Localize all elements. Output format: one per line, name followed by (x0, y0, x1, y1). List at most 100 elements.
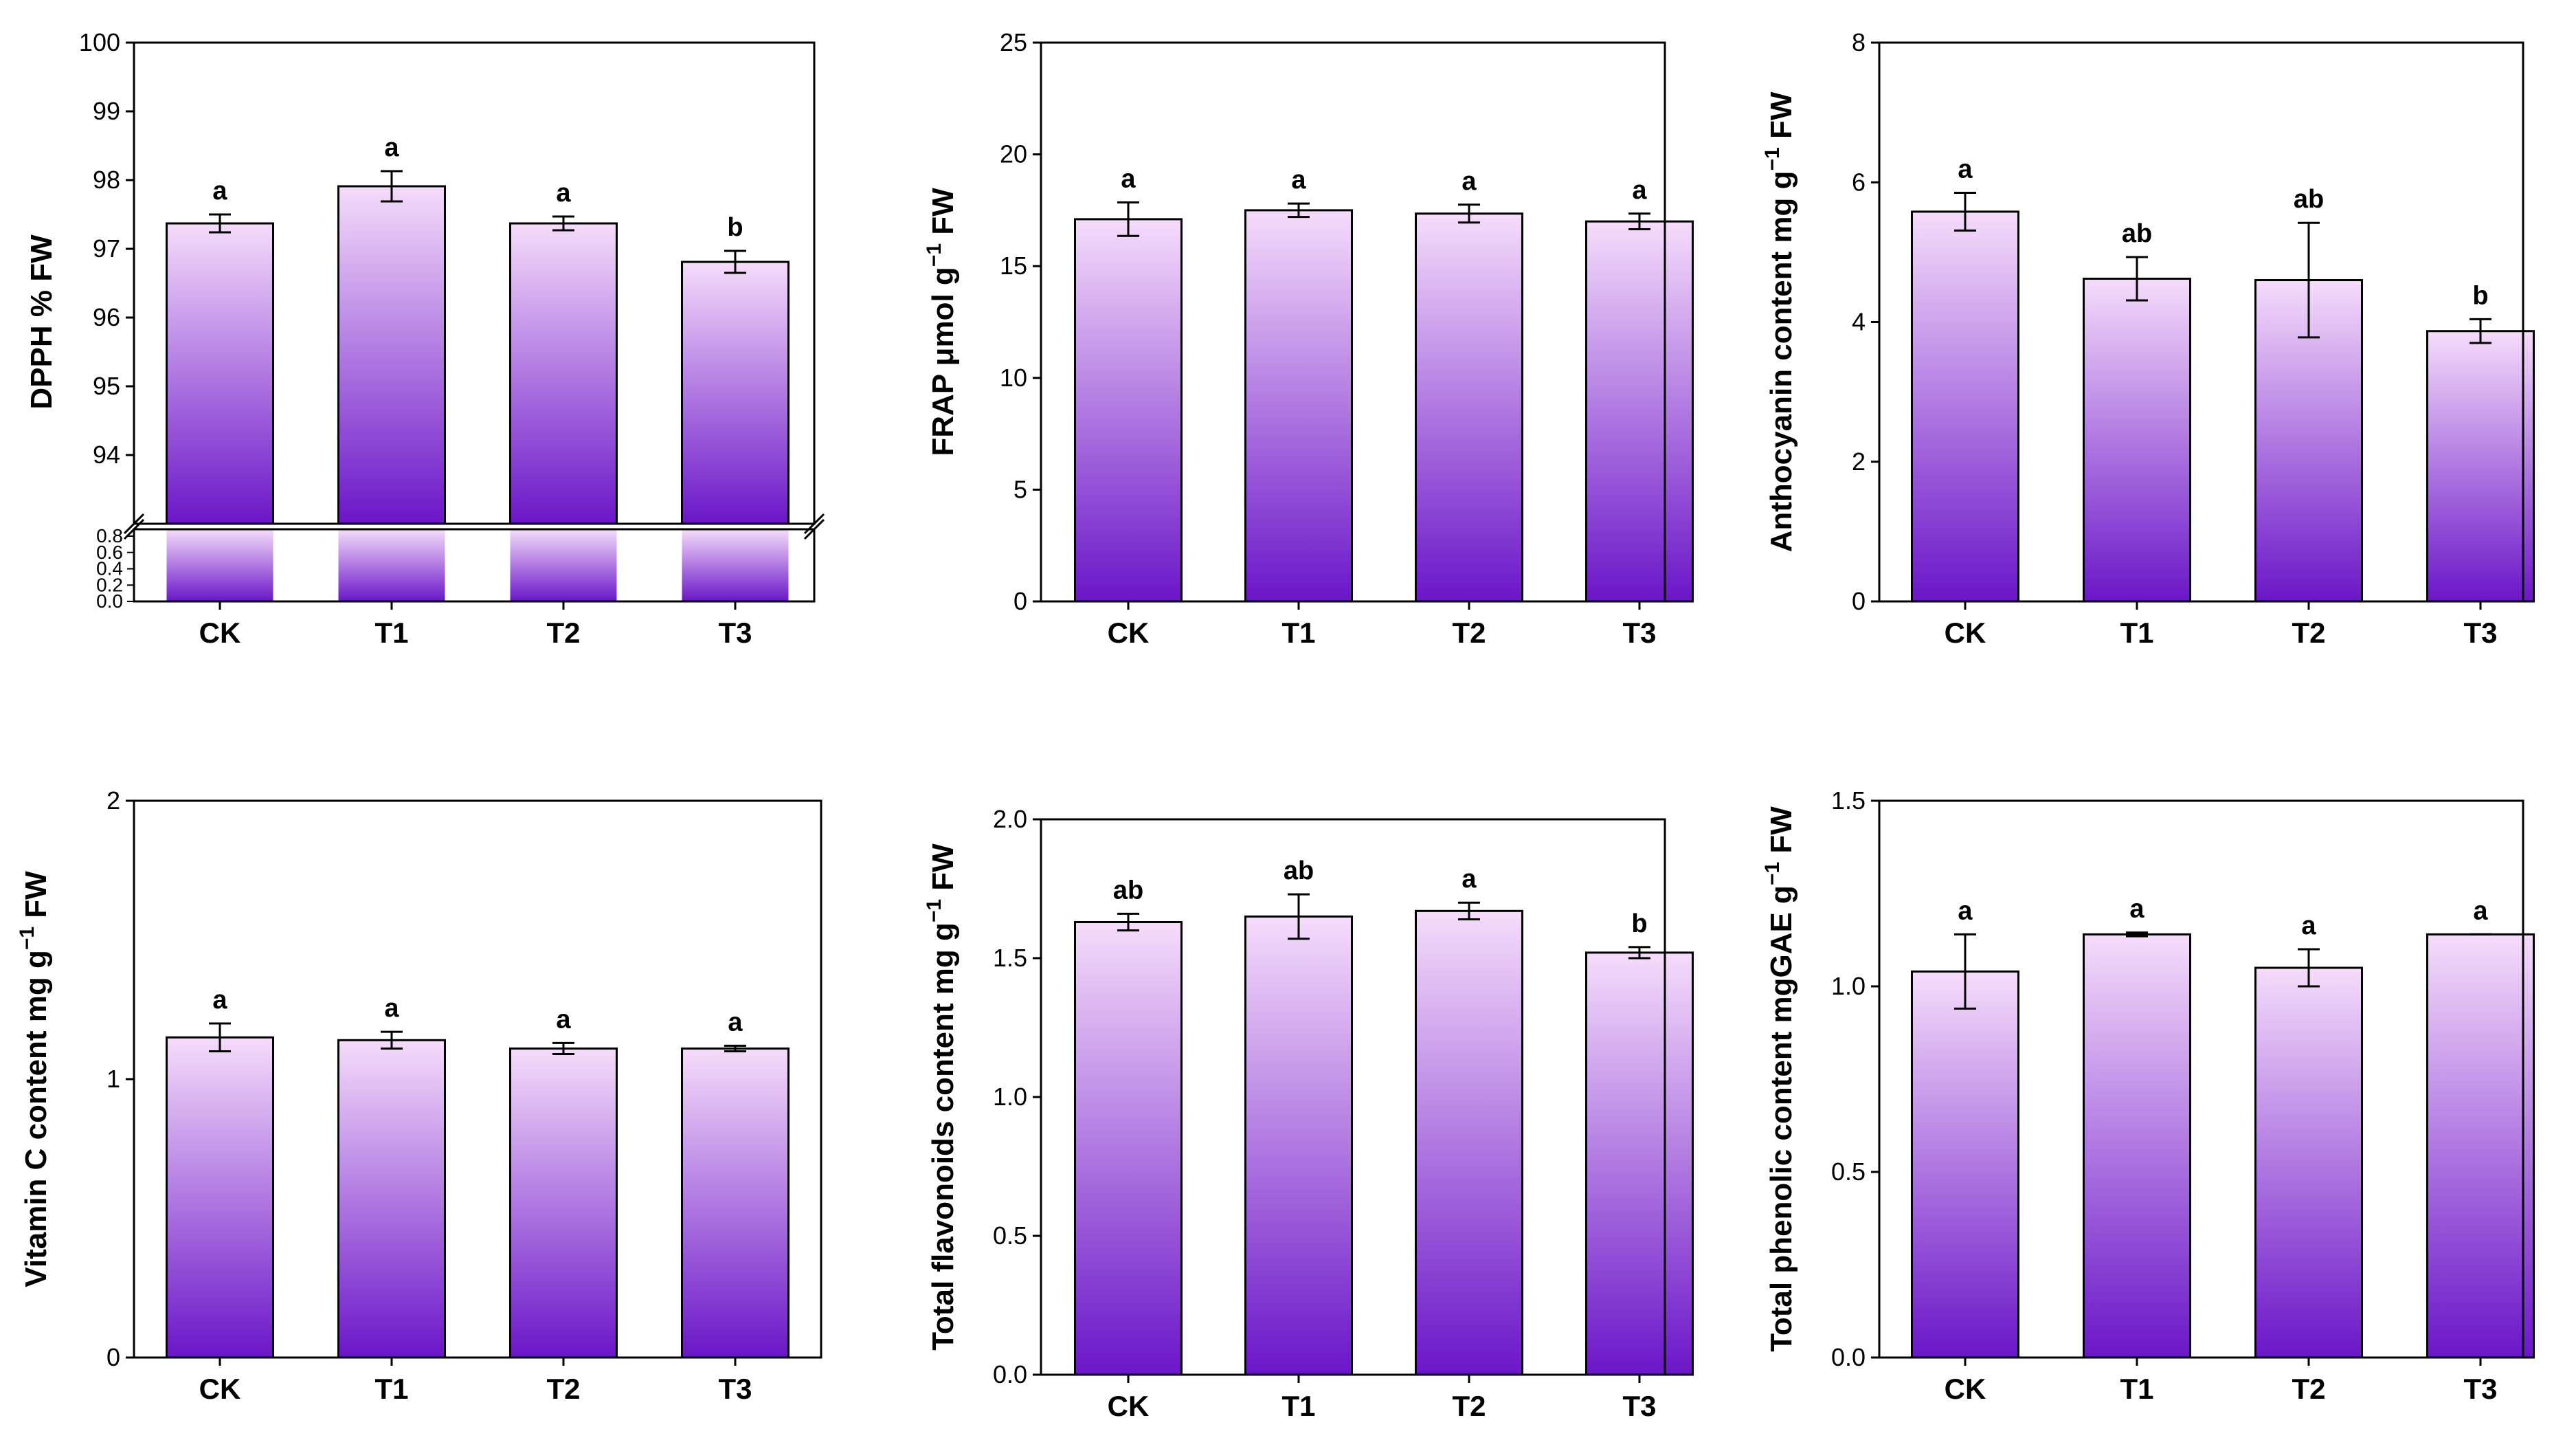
x-category-label: CK (1945, 1373, 1986, 1405)
bar-lower-segment (510, 529, 617, 601)
y-tick-label: 2 (1852, 447, 1866, 476)
y-axis-title-tail: FW (926, 843, 960, 899)
bar (2426, 933, 2535, 1359)
y-tick-label: 99 (93, 97, 120, 125)
significance-label: a (556, 179, 571, 208)
y-axis-title-superscript: −1 (1761, 862, 1784, 885)
bar (1074, 920, 1183, 1376)
axes-frame (1878, 41, 2524, 603)
x-category-label: T3 (718, 617, 752, 649)
significance-label: a (556, 1005, 571, 1034)
y-axis-title-tail: FW (1765, 806, 1798, 862)
axes-frame (1878, 799, 2524, 1359)
x-category-label: T2 (546, 617, 580, 649)
x-category-label: T2 (546, 1373, 580, 1405)
significance-label: a (384, 994, 399, 1023)
y-tick-label: 5 (1013, 475, 1027, 503)
bar (509, 222, 618, 525)
x-category-label: T1 (374, 617, 408, 649)
y-tick-label: 8 (1852, 28, 1866, 56)
bar (1415, 212, 1523, 603)
y-tick-label: 1.5 (993, 944, 1027, 972)
chart-panel-4: 0 1 2 a CK a T1 a T2 a T3 Vitamin C content mg g−1 … (16, 786, 822, 1405)
y-axis-title: FRAP μmol g−1 FW (923, 188, 960, 456)
y-tick-label: 0.0 (993, 1360, 1027, 1388)
y-tick-label: 2.0 (993, 805, 1027, 833)
bar-lower-segment (338, 529, 445, 601)
significance-label: a (728, 1008, 743, 1037)
significance-label: b (2472, 281, 2488, 310)
y-tick-label: 0.5 (993, 1221, 1027, 1250)
y-tick-label: 0.0 (1831, 1343, 1866, 1371)
bar (1244, 915, 1353, 1376)
y-tick-label: 0.0 (96, 590, 123, 612)
y-axis-title: Vitamin C content mg g−1 FW (16, 871, 53, 1287)
bar-lower-segment (682, 529, 789, 601)
axes-frame (1040, 818, 1666, 1376)
bar (1911, 970, 2019, 1359)
bar (1244, 209, 1353, 603)
y-tick-label: 0.2 (96, 574, 123, 595)
significance-label: a (1632, 176, 1647, 205)
significance-label: ab (2294, 185, 2324, 214)
y-tick-label: 15 (1000, 252, 1027, 280)
y-axis-title-tail: FW (19, 871, 53, 927)
chart-panel-3: 0 2 4 6 8 a CK ab T1 ab T2 b T3 Anthocyanin content m… (1761, 28, 2535, 649)
y-axis-title: Total phenolic content mgGAE g−1 FW (1761, 806, 1798, 1352)
bar (1911, 210, 2019, 603)
y-axis-title-main: Anthocyanin content mg g (1765, 170, 1798, 552)
y-tick-label: 98 (93, 166, 120, 194)
bar (1074, 218, 1183, 603)
axis-break-mark (803, 513, 825, 535)
y-axis-title-main: FRAP μmol g (926, 267, 960, 456)
significance-label: a (2473, 896, 2488, 925)
significance-label: a (1121, 165, 1136, 194)
bar (509, 1047, 618, 1359)
y-axis-title-main: DPPH % FW (25, 234, 58, 410)
y-tick-label: 0.4 (96, 558, 123, 579)
y-tick-label: 1 (107, 1065, 120, 1093)
x-category-label: T2 (2292, 1373, 2325, 1405)
bar (1415, 909, 1523, 1376)
x-category-label: T3 (1622, 1390, 1656, 1422)
y-tick-label: 97 (93, 234, 120, 263)
x-category-label: CK (1108, 617, 1150, 649)
x-category-label: CK (199, 617, 241, 649)
x-category-label: T2 (2292, 617, 2325, 649)
y-axis-title-main: Total flavonoids content mg g (926, 922, 960, 1351)
x-category-label: T2 (1452, 1390, 1486, 1422)
significance-label: a (2301, 911, 2316, 940)
y-tick-label: 1.5 (1831, 786, 1866, 815)
y-axis-title-tail: FW (926, 188, 960, 243)
x-category-label: CK (1945, 617, 1986, 649)
chart-panel-2: 0 5 10 15 20 25 a CK a T1 a T2 a T3 FRAP μmol g−1 FW (923, 28, 1694, 649)
significance-label: a (1958, 896, 1973, 925)
bar (681, 1047, 789, 1359)
bar (337, 185, 446, 525)
y-tick-label: 100 (79, 28, 120, 56)
y-tick-label: 94 (93, 441, 120, 469)
x-category-label: T3 (2463, 1373, 2497, 1405)
y-tick-label: 25 (1000, 28, 1027, 56)
x-category-label: T2 (1452, 617, 1486, 649)
significance-label: b (727, 213, 743, 242)
axes-frame (133, 799, 822, 1359)
y-axis-title: Anthocyanin content mg g−1 FW (1761, 91, 1798, 552)
bar (166, 222, 274, 525)
x-category-label: T3 (2463, 617, 2497, 649)
significance-label: a (1461, 865, 1477, 894)
y-tick-label: 1.0 (993, 1083, 1027, 1111)
y-tick-label: 0 (1852, 587, 1866, 615)
bar (1585, 951, 1694, 1376)
axis-break-mark (123, 518, 145, 540)
significance-label: a (384, 133, 399, 162)
y-axis-title-superscript: −1 (16, 927, 38, 950)
bar (2254, 966, 2363, 1359)
chart-panel-5: 0.0 0.5 1.0 1.5 2.0 ab CK ab T1 a T2 b T3 Total flavo… (923, 805, 1694, 1422)
chart-panel-1: 94 95 96 97 98 99 100 0.00.20.40.60.8 a CK a T1 a T2 b… (25, 28, 835, 649)
bar (2083, 933, 2191, 1359)
y-tick-label: 0 (1013, 587, 1027, 615)
x-category-label: T1 (374, 1373, 408, 1405)
x-category-label: T3 (718, 1373, 752, 1405)
